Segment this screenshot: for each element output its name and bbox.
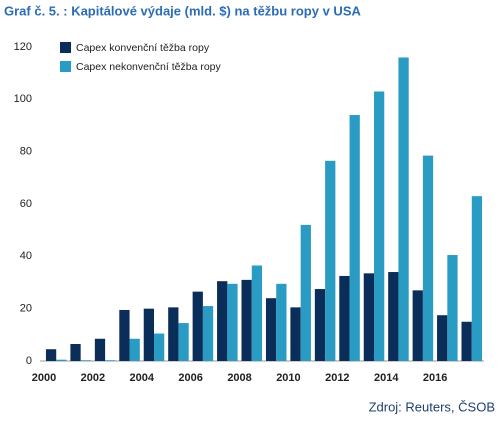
bar (70, 343, 81, 361)
x-tick-label: 2016 (423, 372, 447, 384)
bar (471, 196, 483, 361)
chart-title: Graf č. 5. : Kapitálové výdaje (mld. $) … (4, 3, 361, 18)
bar (412, 290, 423, 361)
bar (374, 91, 385, 361)
y-tick-label: 80 (20, 146, 32, 158)
bar (202, 306, 214, 361)
legend-label: Capex konvenční těžba ropy (76, 42, 210, 54)
y-tick-label: 40 (20, 250, 32, 262)
x-tick-label: 2012 (325, 372, 349, 384)
x-tick-label: 2010 (276, 372, 300, 384)
y-tick-label: 100 (14, 93, 32, 105)
bar (129, 338, 140, 361)
x-tick-label: 2004 (130, 372, 155, 384)
bar (290, 307, 301, 361)
bar (168, 307, 179, 361)
y-tick-label: 60 (20, 198, 32, 210)
x-tick-label: 2014 (374, 372, 399, 384)
bar (241, 279, 252, 361)
bar (314, 289, 326, 361)
bar (265, 298, 277, 361)
bar (276, 283, 287, 361)
bar (339, 275, 350, 361)
bar (447, 255, 458, 361)
bar (422, 155, 434, 361)
y-tick-label: 0 (26, 355, 32, 367)
y-tick-label: 120 (14, 41, 32, 53)
bar (56, 359, 67, 361)
x-tick-label: 2006 (178, 372, 202, 384)
bar (437, 315, 448, 361)
bar (143, 308, 154, 361)
bar (154, 333, 165, 361)
bar (251, 265, 263, 361)
bar (45, 349, 57, 361)
x-tick-label: 2002 (81, 372, 105, 384)
bar (349, 115, 360, 362)
legend-swatch (60, 61, 71, 72)
bar (119, 309, 130, 361)
bar (227, 283, 238, 361)
bar (398, 57, 409, 361)
bar (80, 360, 91, 361)
legend-swatch (60, 42, 71, 53)
bar (461, 321, 472, 361)
y-tick-label: 20 (20, 303, 32, 315)
legend-label: Capex nekonvenční těžba ropy (76, 61, 222, 73)
bar (388, 272, 399, 361)
bar (105, 360, 116, 361)
bar (363, 273, 374, 361)
source: Zdroj: Reuters, ČSOB (369, 399, 495, 414)
bar (300, 224, 311, 361)
x-tick-label: 2000 (32, 372, 56, 384)
bar (325, 160, 336, 361)
bar (217, 281, 228, 361)
bar (192, 291, 203, 361)
bar (178, 323, 189, 361)
x-tick-label: 2008 (227, 372, 251, 384)
bar (94, 338, 106, 361)
